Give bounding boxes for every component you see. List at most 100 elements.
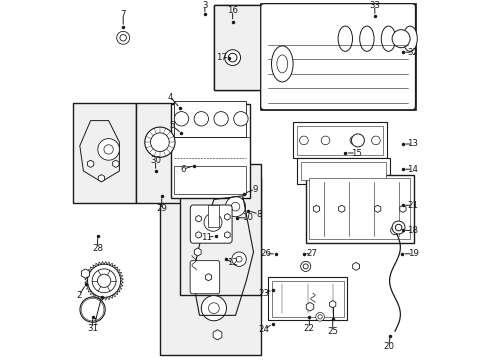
Ellipse shape bbox=[337, 26, 352, 51]
Circle shape bbox=[206, 276, 210, 279]
Circle shape bbox=[371, 136, 380, 145]
Bar bbox=[296, 126, 382, 155]
Polygon shape bbox=[112, 160, 119, 167]
Bar bbox=[73, 103, 136, 203]
Circle shape bbox=[120, 35, 126, 41]
Text: 8: 8 bbox=[256, 210, 261, 219]
Circle shape bbox=[208, 218, 217, 227]
Circle shape bbox=[208, 303, 219, 314]
Text: 3: 3 bbox=[202, 1, 207, 10]
Circle shape bbox=[321, 136, 329, 145]
Polygon shape bbox=[98, 175, 104, 182]
Circle shape bbox=[391, 221, 404, 234]
Text: 13: 13 bbox=[407, 139, 418, 148]
Ellipse shape bbox=[276, 55, 287, 73]
Circle shape bbox=[117, 31, 129, 44]
Bar bbox=[213, 5, 260, 90]
Text: 1: 1 bbox=[92, 318, 98, 327]
Text: 6: 6 bbox=[180, 165, 185, 174]
Polygon shape bbox=[87, 160, 94, 167]
Polygon shape bbox=[224, 213, 230, 220]
Text: 14: 14 bbox=[407, 165, 418, 174]
Ellipse shape bbox=[381, 26, 395, 51]
Circle shape bbox=[83, 271, 87, 276]
Polygon shape bbox=[399, 205, 405, 212]
Circle shape bbox=[215, 333, 219, 337]
Circle shape bbox=[233, 112, 247, 126]
Polygon shape bbox=[313, 205, 319, 212]
Bar bbox=[309, 178, 409, 239]
Text: 29: 29 bbox=[156, 204, 167, 213]
Text: 23: 23 bbox=[258, 289, 269, 298]
Bar bbox=[160, 178, 260, 355]
Circle shape bbox=[114, 162, 117, 166]
Polygon shape bbox=[205, 274, 211, 281]
Circle shape bbox=[351, 134, 364, 147]
Text: 31: 31 bbox=[87, 324, 98, 333]
Text: 5: 5 bbox=[169, 122, 175, 130]
Circle shape bbox=[92, 269, 116, 293]
Polygon shape bbox=[224, 232, 230, 238]
Polygon shape bbox=[213, 330, 222, 340]
Bar bbox=[292, 122, 386, 158]
Text: 22: 22 bbox=[303, 324, 314, 333]
Text: 19: 19 bbox=[407, 249, 418, 258]
Circle shape bbox=[225, 197, 245, 217]
Circle shape bbox=[144, 127, 175, 157]
Text: 32: 32 bbox=[407, 48, 418, 57]
Bar bbox=[170, 104, 249, 198]
Circle shape bbox=[354, 265, 357, 268]
Bar bbox=[301, 162, 385, 180]
Text: 28: 28 bbox=[92, 244, 103, 253]
Text: 10: 10 bbox=[242, 213, 252, 222]
Text: 16: 16 bbox=[226, 6, 238, 15]
Circle shape bbox=[314, 207, 318, 210]
Circle shape bbox=[231, 202, 239, 211]
Bar bbox=[271, 281, 343, 317]
Circle shape bbox=[89, 306, 96, 313]
Bar bbox=[136, 103, 183, 203]
Circle shape bbox=[197, 217, 200, 220]
Circle shape bbox=[104, 145, 113, 154]
Circle shape bbox=[98, 139, 119, 160]
Circle shape bbox=[81, 298, 104, 321]
Circle shape bbox=[299, 136, 307, 145]
Circle shape bbox=[85, 302, 100, 317]
Text: 26: 26 bbox=[259, 249, 270, 258]
Circle shape bbox=[199, 266, 214, 282]
Circle shape bbox=[303, 264, 307, 269]
Bar bbox=[267, 277, 346, 320]
Text: 17: 17 bbox=[215, 53, 226, 62]
Circle shape bbox=[197, 233, 200, 237]
Circle shape bbox=[236, 256, 242, 262]
Ellipse shape bbox=[402, 26, 416, 51]
Circle shape bbox=[174, 112, 188, 126]
Polygon shape bbox=[81, 269, 89, 278]
Bar bbox=[174, 101, 246, 137]
Circle shape bbox=[196, 250, 199, 254]
Circle shape bbox=[391, 30, 409, 48]
Text: 33: 33 bbox=[368, 1, 380, 10]
Bar bbox=[174, 166, 246, 194]
Circle shape bbox=[224, 50, 240, 66]
Ellipse shape bbox=[271, 46, 292, 82]
Circle shape bbox=[390, 226, 399, 235]
Circle shape bbox=[307, 305, 311, 309]
Circle shape bbox=[87, 304, 98, 315]
Text: 30: 30 bbox=[150, 156, 161, 165]
Text: 9: 9 bbox=[252, 184, 258, 194]
Circle shape bbox=[80, 297, 105, 322]
Polygon shape bbox=[374, 205, 380, 212]
Text: 7: 7 bbox=[120, 10, 126, 19]
Text: 4: 4 bbox=[167, 93, 173, 102]
Circle shape bbox=[83, 300, 102, 319]
Circle shape bbox=[87, 264, 121, 297]
Polygon shape bbox=[305, 302, 313, 311]
Circle shape bbox=[213, 112, 228, 126]
Text: 24: 24 bbox=[258, 325, 269, 334]
Polygon shape bbox=[195, 215, 201, 222]
Circle shape bbox=[194, 112, 208, 126]
Text: 27: 27 bbox=[306, 249, 317, 258]
Circle shape bbox=[349, 136, 358, 145]
Bar bbox=[260, 4, 415, 110]
